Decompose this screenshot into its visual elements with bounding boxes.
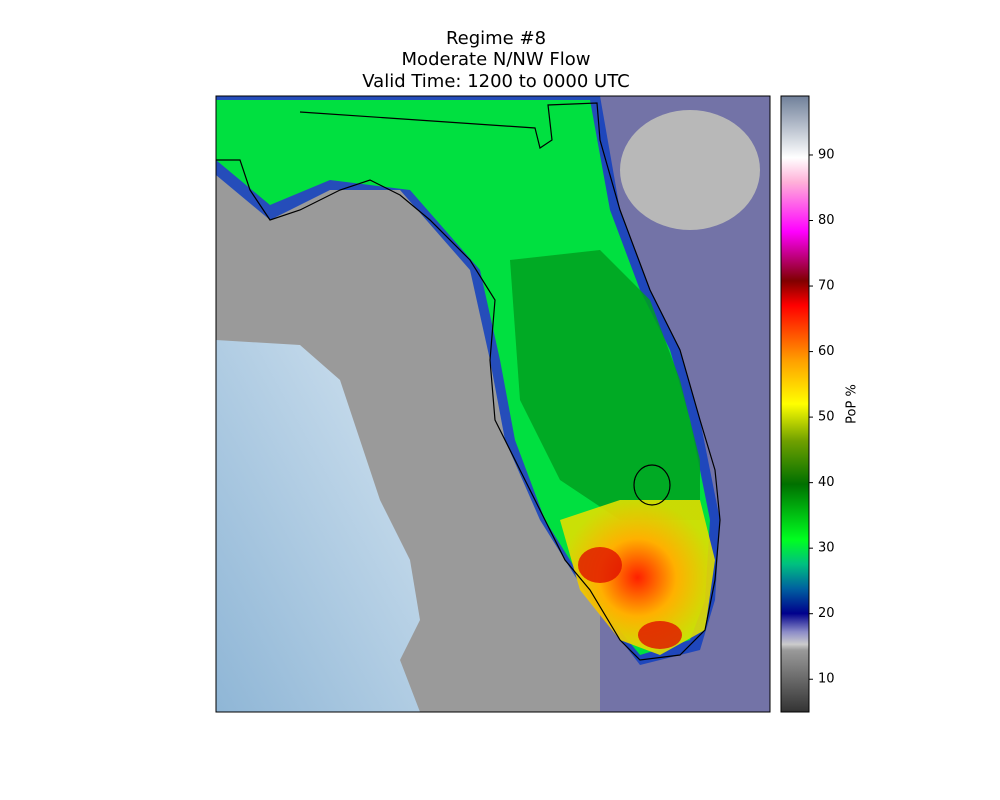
colorbar-tick-label: 10 bbox=[818, 672, 835, 687]
coastline bbox=[216, 102, 721, 661]
field bbox=[620, 110, 760, 230]
title-line: Regime #8 bbox=[446, 28, 546, 49]
field-max bbox=[638, 621, 682, 649]
title-line: Valid Time: 1200 to 0000 UTC bbox=[362, 71, 629, 92]
colorbar-label: PoP % bbox=[845, 384, 860, 424]
map-frame bbox=[215, 95, 771, 713]
lake-okeechobee bbox=[633, 464, 671, 506]
field-max bbox=[578, 547, 622, 583]
colorbar-tick-label: 90 bbox=[818, 147, 835, 162]
title-line: Moderate N/NW Flow bbox=[402, 49, 591, 70]
colorbar-tick-label: 60 bbox=[818, 344, 835, 359]
colorbar-tick-label: 40 bbox=[818, 475, 835, 490]
colorbar-tick-label: 20 bbox=[818, 606, 835, 621]
field-darkgreen bbox=[510, 250, 700, 520]
colorbar-tick-label: 80 bbox=[818, 213, 835, 228]
colorbar-tick-label: 70 bbox=[818, 279, 835, 294]
colorbar-tick-label: 30 bbox=[818, 541, 835, 556]
colorbar-tick-label: 50 bbox=[818, 410, 835, 425]
colorbar-ramp bbox=[780, 95, 810, 713]
field-hot bbox=[560, 500, 715, 655]
colorbar: PoP % 10 20 30 40 50 60 70 80 90 bbox=[780, 95, 860, 713]
gulf-sea bbox=[216, 340, 420, 712]
titles: Regime #8 Moderate N/NW Flow Valid Time:… bbox=[362, 28, 629, 92]
map bbox=[216, 96, 770, 712]
